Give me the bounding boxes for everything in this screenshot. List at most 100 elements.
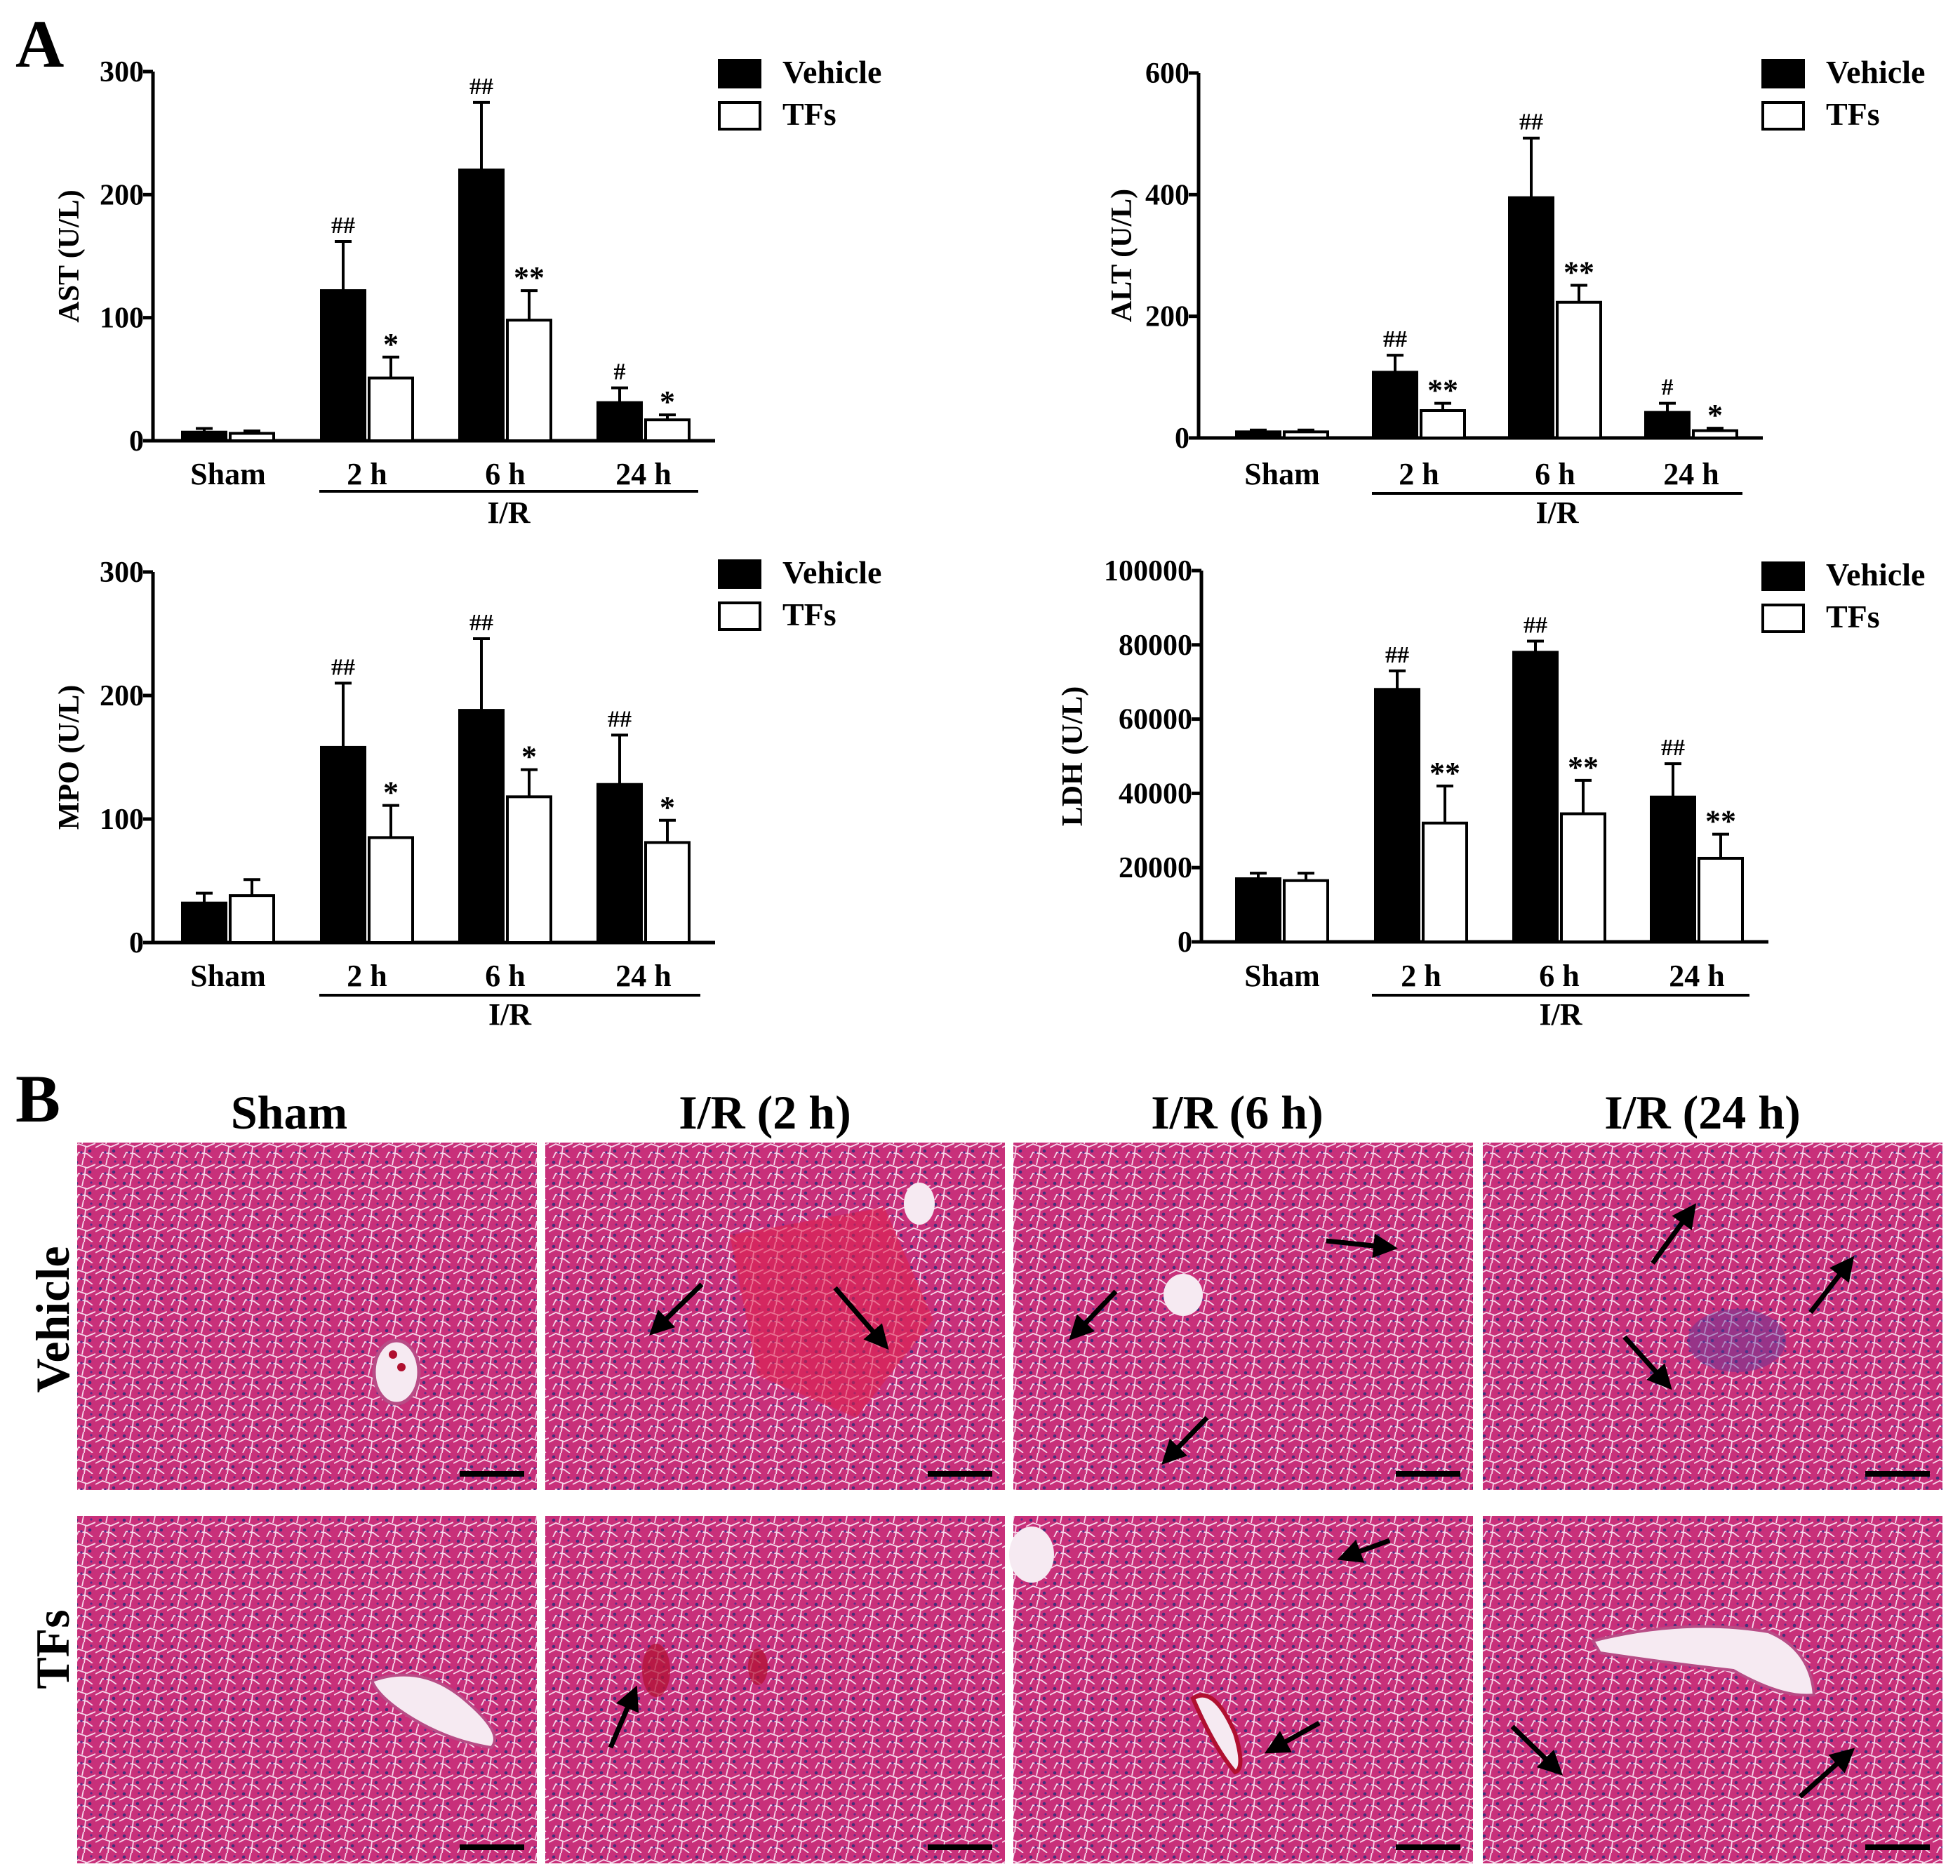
bar xyxy=(1556,300,1602,439)
bar xyxy=(1650,795,1696,943)
category-label: 6 h xyxy=(485,457,525,491)
significance-label: ## xyxy=(1661,735,1685,761)
legend-swatch xyxy=(718,101,761,131)
legend-label: Vehicle xyxy=(782,54,881,90)
significance-label: * xyxy=(383,776,399,810)
significance-label: ** xyxy=(1429,756,1460,790)
y-tick-label: 300 xyxy=(100,557,144,589)
bar xyxy=(1420,409,1466,439)
micrograph-vehicle-ir-2h xyxy=(545,1143,1005,1490)
arrow-icon xyxy=(1326,1233,1398,1258)
significance-label: ** xyxy=(1427,373,1458,408)
arrow-icon xyxy=(1622,1335,1672,1390)
bar xyxy=(1235,877,1281,943)
y-axis-label: MPO (U/L) xyxy=(53,685,86,830)
legend-swatch xyxy=(1761,59,1805,88)
category-label: 24 h xyxy=(1669,959,1724,993)
bar xyxy=(1560,812,1606,943)
bar xyxy=(644,841,691,944)
bar xyxy=(181,901,227,945)
row-title-vehicle: Vehicle xyxy=(26,1246,79,1392)
legend-swatch xyxy=(718,601,761,631)
legend-swatch xyxy=(1761,561,1805,591)
category-label: 2 h xyxy=(1401,959,1441,993)
y-axis-label: AST (U/L) xyxy=(53,189,86,322)
significance-label: * xyxy=(660,790,675,825)
legend-label: TFs xyxy=(782,96,836,132)
chart-mpo: 0 100 200 300 MPO (U/L) ## ## ## * * * Sham 2 h 6 h 24… xyxy=(53,554,881,1032)
category-label: Sham xyxy=(190,457,266,491)
arrow-icon xyxy=(1651,1203,1697,1265)
significance-label: ## xyxy=(331,654,355,680)
group-label: I/R xyxy=(1539,997,1582,1032)
significance-label: ## xyxy=(469,610,493,636)
column-title-ir-6h: I/R (6 h) xyxy=(1151,1086,1324,1139)
y-tick-label: 200 xyxy=(100,680,144,712)
y-tick-label: 100 xyxy=(100,302,144,335)
arrow-icon xyxy=(1808,1256,1855,1315)
legend-label: Vehicle xyxy=(1826,54,1925,90)
bar xyxy=(1644,411,1691,439)
arrow-icon xyxy=(1161,1416,1209,1465)
bar xyxy=(1283,430,1329,439)
significance-label: ## xyxy=(1519,109,1543,135)
micrograph-tfs-sham xyxy=(77,1516,537,1863)
significance-label: ## xyxy=(608,706,632,732)
bar xyxy=(596,783,643,944)
column-title-ir-24h: I/R (24 h) xyxy=(1604,1086,1801,1139)
bar xyxy=(320,745,366,945)
legend-label: Vehicle xyxy=(782,554,881,590)
y-tick-label: 60000 xyxy=(1119,704,1192,736)
legend-label: TFs xyxy=(1826,599,1880,634)
y-axis-label: LDH (U/L) xyxy=(1057,686,1089,827)
significance-label: ** xyxy=(1568,750,1599,785)
significance-label: ## xyxy=(1524,613,1547,639)
y-tick-label: 600 xyxy=(1145,58,1189,90)
category-label: Sham xyxy=(1244,457,1320,491)
column-title-sham: Sham xyxy=(231,1086,347,1139)
legend-swatch xyxy=(718,59,761,88)
row-title-tfs: TFs xyxy=(26,1609,79,1689)
y-tick-label: 0 xyxy=(1178,926,1192,959)
bar xyxy=(1372,371,1418,440)
bar xyxy=(1692,429,1738,439)
bar xyxy=(1698,856,1744,943)
category-label: 24 h xyxy=(615,457,671,491)
bar xyxy=(1508,196,1554,439)
y-tick-label: 200 xyxy=(1145,301,1189,333)
category-label: Sham xyxy=(190,959,266,993)
bar xyxy=(229,432,275,442)
category-label: 2 h xyxy=(1399,457,1439,491)
panel-b-label: B xyxy=(15,1061,60,1136)
significance-label: ## xyxy=(1383,326,1407,352)
significance-label: ** xyxy=(514,260,545,295)
significance-label: # xyxy=(614,359,626,385)
significance-label: * xyxy=(521,740,537,774)
bar xyxy=(181,430,227,443)
category-label: 6 h xyxy=(485,959,525,993)
y-tick-label: 100 xyxy=(100,804,144,836)
micrograph-grid: Sham I/R (2 h) I/R (6 h) I/R (24 h) Vehi… xyxy=(26,1086,1942,1863)
y-tick-label: 20000 xyxy=(1119,852,1192,884)
panel-a-label: A xyxy=(15,6,64,81)
bar xyxy=(1235,430,1281,439)
arrow-icon xyxy=(1069,1289,1118,1341)
legend-swatch xyxy=(1761,101,1805,131)
column-title-ir-2h: I/R (2 h) xyxy=(679,1086,851,1139)
arrow-icon xyxy=(1337,1538,1391,1563)
legend-label: TFs xyxy=(782,597,836,632)
micrograph-vehicle-ir-6h xyxy=(1013,1143,1473,1490)
chart-ldh: 0 20000 40000 60000 80000 100000 LDH (U/L) ## ##… xyxy=(1057,555,1925,1032)
category-label: 6 h xyxy=(1539,959,1579,993)
y-tick-label: 400 xyxy=(1145,179,1189,211)
micrograph-vehicle-ir-24h xyxy=(1483,1143,1942,1490)
significance-label: ** xyxy=(1705,804,1736,839)
micrograph-tfs-ir-2h xyxy=(545,1516,1005,1863)
group-label: I/R xyxy=(487,495,531,530)
bar xyxy=(368,836,414,945)
y-tick-label: 40000 xyxy=(1119,778,1192,810)
arrow-icon xyxy=(833,1286,889,1350)
